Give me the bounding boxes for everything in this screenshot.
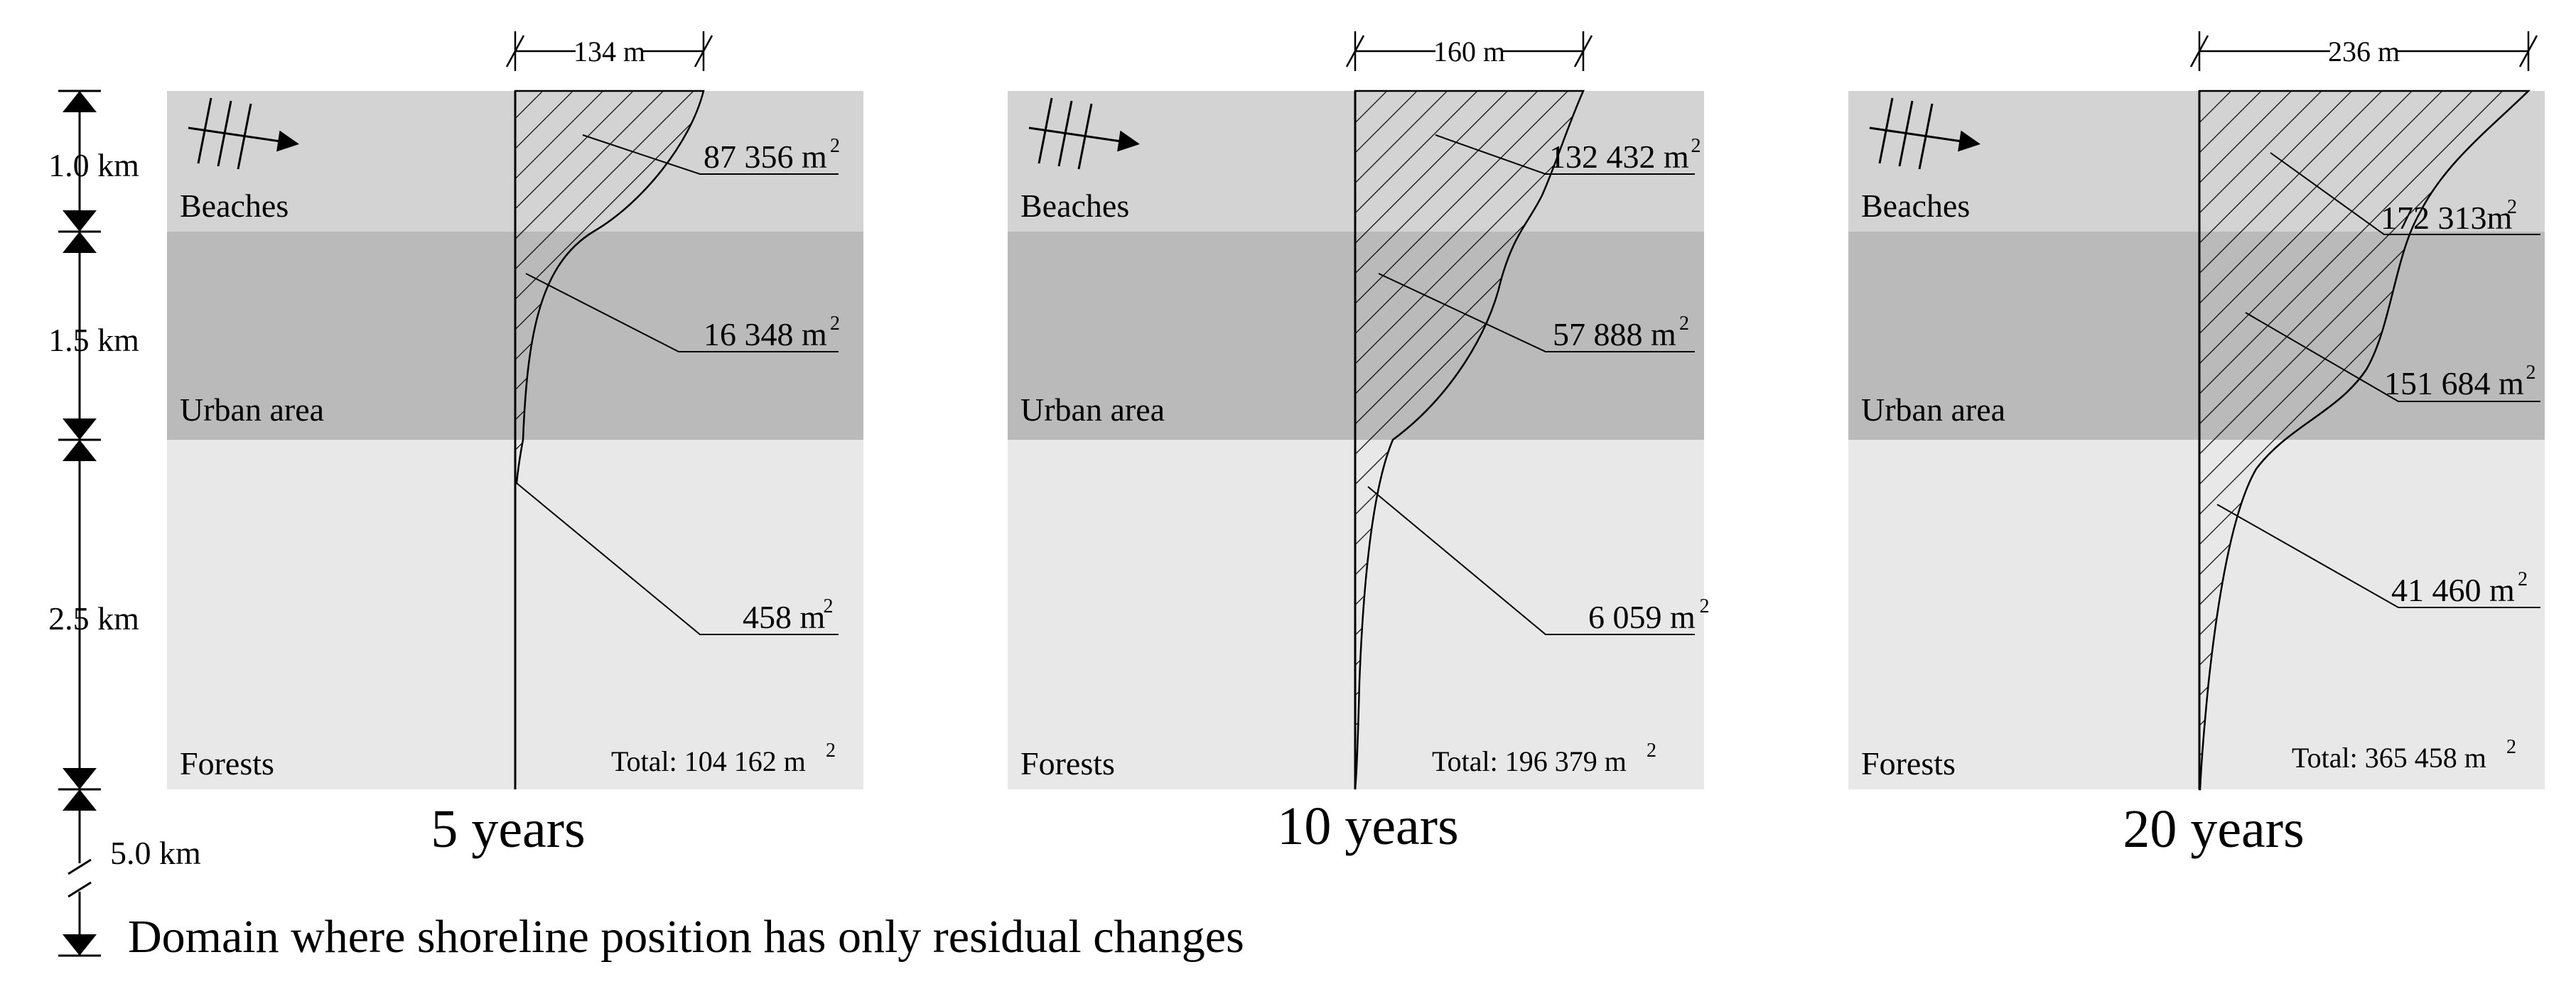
unit-exponent: 2: [2506, 736, 2516, 758]
axis-arrow-icon: [63, 440, 97, 461]
axis-label-beaches: 1.0 km: [48, 147, 139, 183]
axis-label-urban: 1.5 km: [48, 322, 139, 358]
residual-domain-caption: Domain where shoreline position has only…: [128, 911, 1244, 963]
zone-urban: [1848, 232, 2545, 440]
axis-arrow-icon: [63, 91, 97, 112]
wave-direction-icon: [1028, 97, 1140, 170]
panel-title: 10 years: [1277, 796, 1458, 856]
width-dimension: 134 m: [505, 30, 713, 71]
unit-exponent: 2: [830, 135, 840, 157]
axis-label-forests: 2.5 km: [48, 600, 139, 637]
eroded-area: [2198, 90, 2531, 791]
distance-axis: 1.0 km 1.5 km 2.5 km 5.0 km: [48, 90, 201, 957]
axis-break-mark: [68, 858, 92, 875]
axis-break-mark: [68, 881, 92, 898]
area-label: 41 460 m: [2391, 572, 2515, 608]
axis-arrow-icon: [63, 934, 97, 956]
area-label: 132 432 m: [1549, 139, 1689, 175]
wave-direction-icon: [188, 97, 299, 170]
wave-direction-icon: [1869, 97, 1980, 170]
axis-arrow-icon: [63, 789, 97, 811]
callout-line: [2270, 152, 2540, 235]
panel-title: 20 years: [2123, 799, 2304, 859]
axis-arrow-icon: [63, 210, 97, 232]
zone-label-urban: Urban area: [1861, 391, 2005, 428]
width-dimension: 160 m: [1345, 30, 1593, 71]
zone-label-beaches: Beaches: [1861, 188, 1970, 224]
eroded-area: [1354, 90, 1585, 790]
area-label: 57 888 m: [1553, 316, 1676, 352]
area-label: 151 684 m: [2384, 365, 2524, 401]
area-label: 16 348 m: [704, 316, 827, 352]
axis-label-tail: 5.0 km: [110, 835, 201, 871]
callout-line: [2216, 504, 2540, 608]
unit-exponent: 2: [826, 740, 836, 762]
callout-line: [582, 134, 839, 175]
unit-exponent: 2: [1679, 313, 1689, 335]
callout-line: [525, 273, 839, 352]
width-label: 160 m: [1433, 36, 1505, 67]
area-label: 458 m: [743, 599, 826, 635]
width-label: 134 m: [573, 36, 645, 67]
zone-label-forests: Forests: [1020, 745, 1115, 782]
panel-title: 5 years: [431, 799, 585, 859]
callout-line: [1435, 134, 1695, 175]
zone-label-beaches: Beaches: [1020, 188, 1129, 224]
callout-line: [516, 482, 839, 635]
total-label: Total: 104 162 m: [611, 745, 806, 777]
axis-arrow-icon: [63, 768, 97, 789]
unit-exponent: 2: [2518, 568, 2528, 590]
zone-label-forests: Forests: [1861, 745, 1956, 782]
callout-line: [2245, 312, 2540, 402]
callout-line: [1367, 486, 1695, 635]
unit-exponent: 2: [2526, 362, 2536, 384]
zone-label-forests: Forests: [180, 745, 274, 782]
zone-label-urban: Urban area: [1020, 391, 1165, 428]
width-label: 236 m: [2328, 36, 2400, 67]
total-label: Total: 365 458 m: [2292, 742, 2486, 774]
unit-exponent: 2: [830, 313, 840, 335]
area-label: 172 313m: [2381, 200, 2513, 236]
unit-exponent: 2: [2507, 196, 2517, 218]
unit-exponent: 2: [824, 595, 834, 617]
zone-label-beaches: Beaches: [180, 188, 289, 224]
axis-arrow-icon: [63, 418, 97, 440]
width-dimension: 236 m: [2189, 30, 2538, 71]
zone-label-urban: Urban area: [180, 391, 324, 428]
unit-exponent: 2: [1647, 740, 1656, 762]
axis-arrow-icon: [63, 232, 97, 253]
area-label: 87 356 m: [704, 139, 827, 175]
area-label: 6 059 m: [1588, 599, 1696, 635]
unit-exponent: 2: [1700, 595, 1710, 617]
total-label: Total: 196 379 m: [1432, 745, 1627, 777]
unit-exponent: 2: [1691, 135, 1701, 157]
eroded-area: [514, 90, 705, 485]
callout-line: [1378, 273, 1695, 352]
zone-forests: [1848, 440, 2545, 789]
